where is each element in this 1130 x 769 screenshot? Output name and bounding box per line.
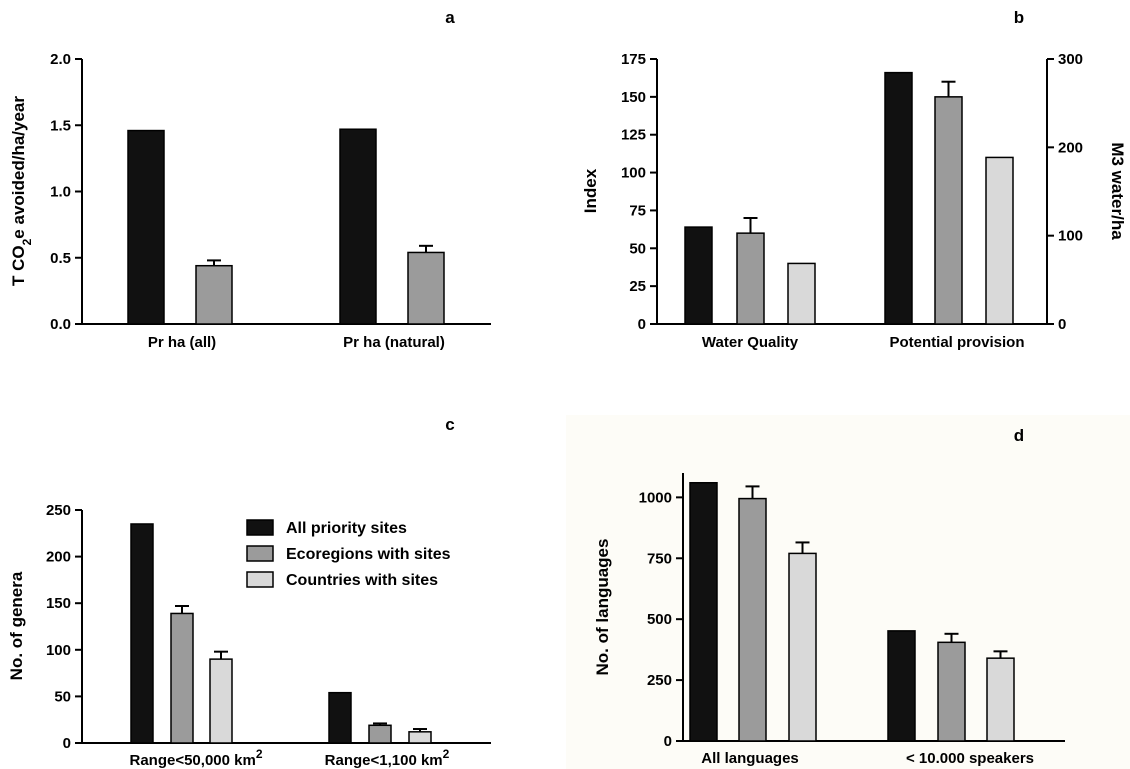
panel-d-bar <box>986 657 1015 742</box>
panel-a-y-tick-label: 0.0 <box>50 316 71 333</box>
panel-b-category-label: Water Quality <box>702 334 799 351</box>
panel-c-bar <box>408 731 432 744</box>
panel-a-y-tick-label: 1.5 <box>50 117 71 134</box>
panel-b-y-tick-label: 100 <box>621 165 646 182</box>
panel-a-y-axis-title: T CO2e avoided/ha/year <box>9 96 34 286</box>
panel-d-bar <box>738 497 767 742</box>
panel-a-y-tick-label: 1.0 <box>50 184 71 201</box>
panel-a-bar <box>407 251 445 325</box>
panel-b-right-y-tick-label: 200 <box>1058 139 1083 156</box>
panel-b-bar <box>684 226 713 325</box>
panel-c-y-tick-label: 0 <box>63 735 71 752</box>
panel-c-y-axis-title: No. of genera <box>7 571 26 680</box>
panel-b-y-tick-label: 75 <box>629 202 646 219</box>
panel-b-y-tick-label: 0 <box>638 316 646 333</box>
legend-label-ecoregions-with-sites: Ecoregions with sites <box>286 546 451 563</box>
panel-b-y-axis-title: Index <box>581 168 600 213</box>
panel-c-category-label: Range<50,000 km2 <box>129 747 262 769</box>
panel-c-bar <box>209 658 233 744</box>
panel-b-y-tick-label: 50 <box>629 240 646 257</box>
panel-c-category-label: Range<1,100 km2 <box>325 747 450 769</box>
panel-b-right-y-tick-label: 300 <box>1058 51 1083 68</box>
panel-d-y-tick-label: 500 <box>647 611 672 628</box>
legend-swatch-countries-with-sites <box>246 571 274 588</box>
panel-a-bar <box>127 129 165 325</box>
panel-d-bar <box>689 481 718 742</box>
panel-b-right-y-axis-title: M3 water/ha <box>1108 142 1127 240</box>
panel-b-bar <box>787 262 816 325</box>
legend-swatch-all-priority-sites <box>246 519 274 536</box>
panel-c-bar <box>170 612 194 744</box>
panel-letter-b: b <box>1014 8 1024 27</box>
panel-a-y-tick-label: 2.0 <box>50 51 71 68</box>
panel-c-y-tick-label: 200 <box>46 549 71 566</box>
panel-c-y-tick-label: 100 <box>46 642 71 659</box>
panel-d-category-label: < 10.000 speakers <box>906 750 1034 767</box>
panel-d-bar <box>788 552 817 742</box>
panel-a-bar <box>339 128 377 325</box>
panel-d-bar <box>887 630 916 742</box>
panel-b-right-y-tick-label: 100 <box>1058 228 1083 245</box>
panel-d-bar <box>937 641 966 742</box>
panel-c-bar <box>368 724 392 744</box>
panel-b-bar <box>985 156 1014 325</box>
panel-d-y-tick-label: 1000 <box>639 489 672 506</box>
panel-b-y-tick-label: 150 <box>621 89 646 106</box>
panel-d-y-tick-label: 750 <box>647 550 672 567</box>
panel-letter-d: d <box>1014 426 1024 445</box>
legend-swatch-ecoregions-with-sites <box>246 545 274 562</box>
panel-b-right-y-tick-label: 0 <box>1058 316 1066 333</box>
panel-b-y-tick-label: 125 <box>621 127 646 144</box>
panel-a-category-label: Pr ha (all) <box>148 334 216 351</box>
panel-d-y-tick-label: 0 <box>664 733 672 750</box>
panel-b-bar <box>934 96 963 325</box>
panel-b-y-tick-label: 25 <box>629 278 646 295</box>
panel-c-y-tick-label: 250 <box>46 502 71 519</box>
panel-a-bar <box>195 264 233 325</box>
legend: All priority sites Ecoregions with sites… <box>246 519 451 589</box>
panel-b-y-tick-label: 175 <box>621 51 646 68</box>
panel-letter-c: c <box>445 415 454 434</box>
panel-d-y-tick-label: 250 <box>647 672 672 689</box>
legend-label-countries-with-sites: Countries with sites <box>286 572 438 589</box>
chart-marks: 0.0 0.5 1.0 1.5 2.0 0 25 50 75 100 125 150 175 0 100 20… <box>46 51 1083 752</box>
panel-c-bar <box>130 523 154 744</box>
panel-c-y-tick-label: 50 <box>54 688 71 705</box>
panel-a-category-label: Pr ha (natural) <box>343 334 445 351</box>
panel-b-bar <box>736 232 765 325</box>
panel-b-category-label: Potential provision <box>889 334 1024 351</box>
panel-d-background <box>566 415 1130 769</box>
panel-c-y-tick-label: 150 <box>46 595 71 612</box>
panel-letter-a: a <box>445 8 455 27</box>
legend-label-all-priority-sites: All priority sites <box>286 520 407 537</box>
panel-d-category-label: All languages <box>701 750 799 767</box>
panel-a-y-tick-label: 0.5 <box>50 250 71 267</box>
panel-c-bar <box>328 691 352 744</box>
panel-d-y-axis-title: No. of languages <box>593 539 612 676</box>
panel-b-bar <box>884 71 913 325</box>
